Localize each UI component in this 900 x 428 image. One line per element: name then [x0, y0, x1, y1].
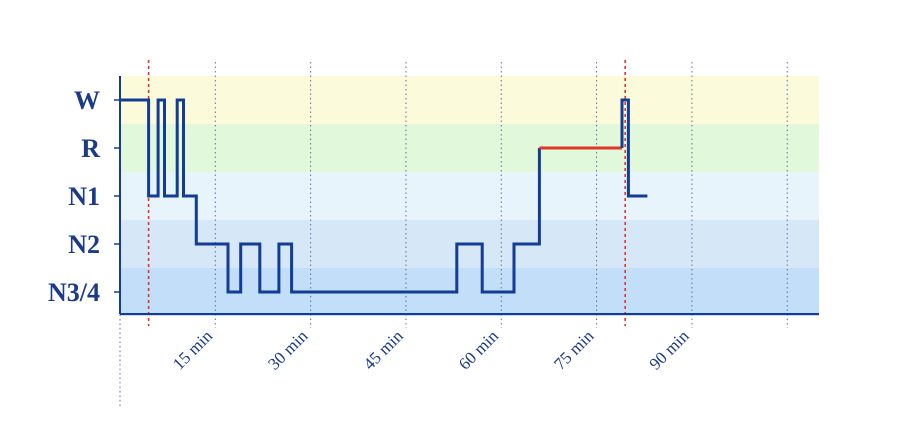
stage-labels: WR N1 N2 N3/4	[48, 86, 100, 307]
stage-bands	[120, 76, 819, 316]
stage-band-w	[120, 76, 819, 124]
time-tick-labels: 15 min 30 min 45 min 60 min 75 min 90 min	[169, 326, 693, 374]
hypnogram-series	[120, 98, 648, 294]
x-tick-label-60: 60 min	[455, 326, 503, 374]
hypnogram-series-3	[620, 98, 648, 198]
stage-band-n1	[120, 172, 819, 220]
stage-band-n3-4	[120, 268, 819, 316]
axes	[114, 76, 819, 315]
x-tick-label-90: 90 min	[646, 326, 694, 374]
x-tick-label-30: 30 min	[264, 326, 312, 374]
stage-label-r: R	[81, 134, 100, 163]
stage-band-r	[120, 124, 819, 172]
x-tick-label-15: 15 min	[169, 326, 217, 374]
stage-label-w: W	[74, 86, 100, 115]
stage-label-n2: N2	[68, 230, 100, 259]
stage-label-n3-4: N3/4	[48, 278, 100, 307]
hypnogram-series-1	[120, 98, 541, 294]
stage-label-n1: N1	[68, 182, 100, 211]
x-tick-label-75: 75 min	[550, 326, 598, 374]
x-tick-label-45: 45 min	[360, 326, 408, 374]
